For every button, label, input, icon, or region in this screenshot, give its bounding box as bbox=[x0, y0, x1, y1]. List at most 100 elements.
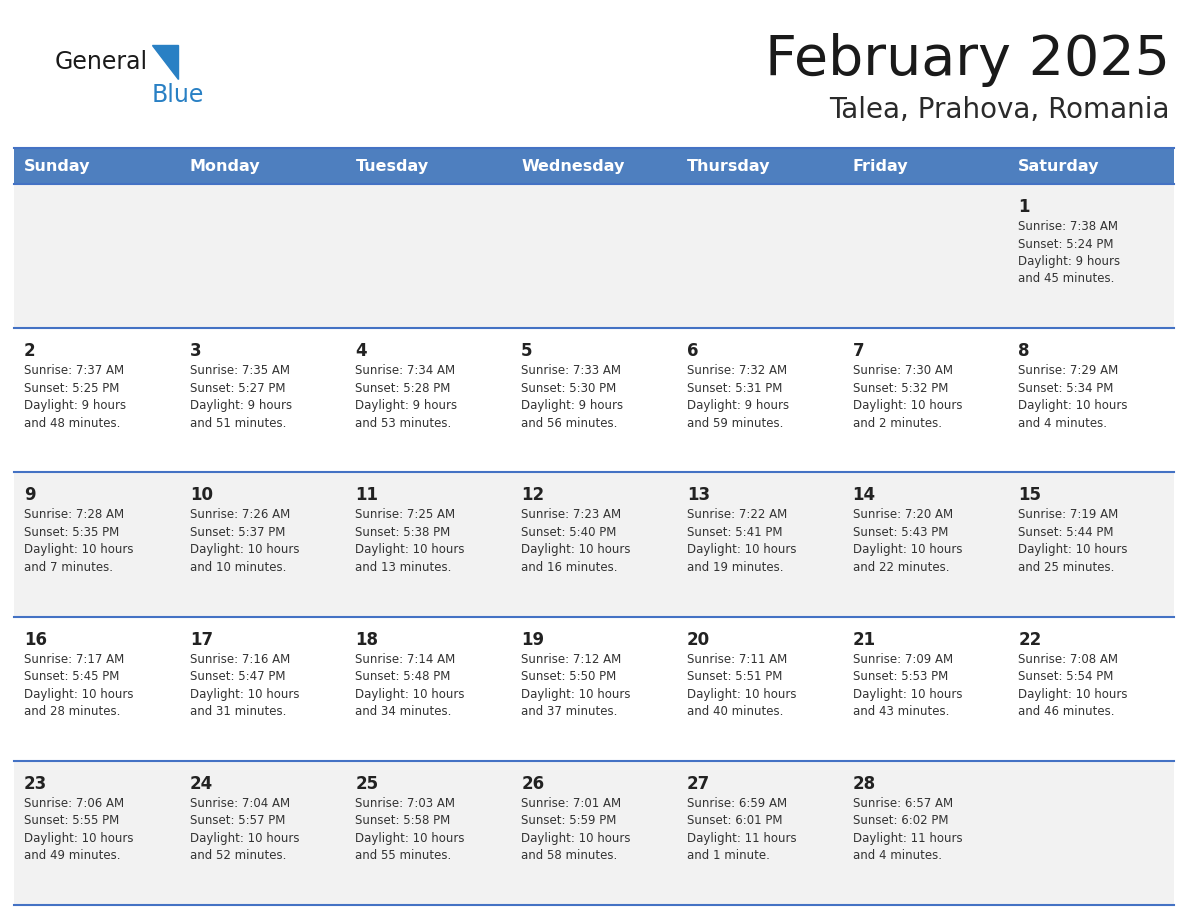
Text: 10: 10 bbox=[190, 487, 213, 504]
Text: 5: 5 bbox=[522, 342, 532, 360]
Text: Daylight: 10 hours: Daylight: 10 hours bbox=[355, 543, 465, 556]
Text: and 52 minutes.: and 52 minutes. bbox=[190, 849, 286, 862]
Text: Sunset: 5:24 PM: Sunset: 5:24 PM bbox=[1018, 238, 1114, 251]
Text: Sunrise: 6:57 AM: Sunrise: 6:57 AM bbox=[853, 797, 953, 810]
Text: Sunset: 5:59 PM: Sunset: 5:59 PM bbox=[522, 814, 617, 827]
Text: Sunset: 5:35 PM: Sunset: 5:35 PM bbox=[24, 526, 119, 539]
Text: Daylight: 11 hours: Daylight: 11 hours bbox=[687, 832, 796, 845]
Text: Sunset: 5:58 PM: Sunset: 5:58 PM bbox=[355, 814, 450, 827]
Bar bbox=[14, 473, 1174, 617]
Text: Thursday: Thursday bbox=[687, 159, 770, 174]
Text: Sunset: 5:37 PM: Sunset: 5:37 PM bbox=[190, 526, 285, 539]
Text: and 40 minutes.: and 40 minutes. bbox=[687, 705, 783, 718]
Text: Sunrise: 7:01 AM: Sunrise: 7:01 AM bbox=[522, 797, 621, 810]
Text: and 2 minutes.: and 2 minutes. bbox=[853, 417, 942, 430]
Text: 4: 4 bbox=[355, 342, 367, 360]
Text: Daylight: 10 hours: Daylight: 10 hours bbox=[522, 832, 631, 845]
Text: Daylight: 9 hours: Daylight: 9 hours bbox=[1018, 255, 1120, 268]
Text: 19: 19 bbox=[522, 631, 544, 649]
Text: and 25 minutes.: and 25 minutes. bbox=[1018, 561, 1114, 574]
Text: Sunset: 5:51 PM: Sunset: 5:51 PM bbox=[687, 670, 782, 683]
Text: 23: 23 bbox=[24, 775, 48, 793]
Text: Daylight: 11 hours: Daylight: 11 hours bbox=[853, 832, 962, 845]
Text: Sunset: 5:41 PM: Sunset: 5:41 PM bbox=[687, 526, 783, 539]
Text: 8: 8 bbox=[1018, 342, 1030, 360]
Text: and 1 minute.: and 1 minute. bbox=[687, 849, 770, 862]
Text: Daylight: 10 hours: Daylight: 10 hours bbox=[853, 688, 962, 700]
Text: Sunrise: 7:26 AM: Sunrise: 7:26 AM bbox=[190, 509, 290, 521]
Text: and 43 minutes.: and 43 minutes. bbox=[853, 705, 949, 718]
Text: 11: 11 bbox=[355, 487, 379, 504]
Text: and 53 minutes.: and 53 minutes. bbox=[355, 417, 451, 430]
Text: Wednesday: Wednesday bbox=[522, 159, 625, 174]
Text: Daylight: 10 hours: Daylight: 10 hours bbox=[355, 832, 465, 845]
Text: Sunrise: 7:34 AM: Sunrise: 7:34 AM bbox=[355, 364, 455, 377]
Text: Sunset: 5:40 PM: Sunset: 5:40 PM bbox=[522, 526, 617, 539]
Text: Daylight: 10 hours: Daylight: 10 hours bbox=[190, 832, 299, 845]
Text: and 55 minutes.: and 55 minutes. bbox=[355, 849, 451, 862]
Text: Sunrise: 7:37 AM: Sunrise: 7:37 AM bbox=[24, 364, 124, 377]
Text: Sunrise: 7:33 AM: Sunrise: 7:33 AM bbox=[522, 364, 621, 377]
Text: Sunrise: 7:28 AM: Sunrise: 7:28 AM bbox=[24, 509, 124, 521]
Text: and 19 minutes.: and 19 minutes. bbox=[687, 561, 783, 574]
Text: 6: 6 bbox=[687, 342, 699, 360]
Text: and 7 minutes.: and 7 minutes. bbox=[24, 561, 113, 574]
Text: Sunrise: 7:19 AM: Sunrise: 7:19 AM bbox=[1018, 509, 1119, 521]
Text: Daylight: 10 hours: Daylight: 10 hours bbox=[355, 688, 465, 700]
Text: 27: 27 bbox=[687, 775, 710, 793]
Bar bbox=[14, 148, 1174, 184]
Text: Tuesday: Tuesday bbox=[355, 159, 429, 174]
Text: Blue: Blue bbox=[152, 83, 204, 107]
Text: Sunset: 5:50 PM: Sunset: 5:50 PM bbox=[522, 670, 617, 683]
Text: Daylight: 10 hours: Daylight: 10 hours bbox=[687, 543, 796, 556]
Text: Sunrise: 7:03 AM: Sunrise: 7:03 AM bbox=[355, 797, 455, 810]
Text: Sunrise: 7:08 AM: Sunrise: 7:08 AM bbox=[1018, 653, 1118, 666]
Text: 21: 21 bbox=[853, 631, 876, 649]
Bar bbox=[14, 184, 1174, 329]
Text: 28: 28 bbox=[853, 775, 876, 793]
Text: Daylight: 10 hours: Daylight: 10 hours bbox=[24, 832, 133, 845]
Text: Sunrise: 7:23 AM: Sunrise: 7:23 AM bbox=[522, 509, 621, 521]
Text: Sunset: 5:28 PM: Sunset: 5:28 PM bbox=[355, 382, 450, 395]
Text: Daylight: 9 hours: Daylight: 9 hours bbox=[355, 399, 457, 412]
Text: and 34 minutes.: and 34 minutes. bbox=[355, 705, 451, 718]
Text: Daylight: 10 hours: Daylight: 10 hours bbox=[1018, 543, 1127, 556]
Text: Daylight: 9 hours: Daylight: 9 hours bbox=[687, 399, 789, 412]
Text: 12: 12 bbox=[522, 487, 544, 504]
Text: and 46 minutes.: and 46 minutes. bbox=[1018, 705, 1114, 718]
Text: Daylight: 10 hours: Daylight: 10 hours bbox=[190, 543, 299, 556]
Text: Sunset: 5:27 PM: Sunset: 5:27 PM bbox=[190, 382, 285, 395]
Text: Daylight: 10 hours: Daylight: 10 hours bbox=[853, 543, 962, 556]
Text: Sunrise: 7:16 AM: Sunrise: 7:16 AM bbox=[190, 653, 290, 666]
Text: Sunrise: 7:04 AM: Sunrise: 7:04 AM bbox=[190, 797, 290, 810]
Text: and 48 minutes.: and 48 minutes. bbox=[24, 417, 120, 430]
Bar bbox=[14, 761, 1174, 905]
Text: Sunrise: 7:20 AM: Sunrise: 7:20 AM bbox=[853, 509, 953, 521]
Text: General: General bbox=[55, 50, 148, 74]
Text: 24: 24 bbox=[190, 775, 213, 793]
Text: Saturday: Saturday bbox=[1018, 159, 1100, 174]
Text: 16: 16 bbox=[24, 631, 48, 649]
Text: Sunset: 6:01 PM: Sunset: 6:01 PM bbox=[687, 814, 783, 827]
Text: 22: 22 bbox=[1018, 631, 1042, 649]
Text: Talea, Prahova, Romania: Talea, Prahova, Romania bbox=[829, 96, 1170, 124]
Text: and 4 minutes.: and 4 minutes. bbox=[853, 849, 942, 862]
Text: and 59 minutes.: and 59 minutes. bbox=[687, 417, 783, 430]
Text: Daylight: 10 hours: Daylight: 10 hours bbox=[1018, 688, 1127, 700]
Text: Sunset: 5:54 PM: Sunset: 5:54 PM bbox=[1018, 670, 1113, 683]
Text: Sunrise: 7:14 AM: Sunrise: 7:14 AM bbox=[355, 653, 456, 666]
Text: 9: 9 bbox=[24, 487, 36, 504]
Text: and 45 minutes.: and 45 minutes. bbox=[1018, 273, 1114, 285]
Bar bbox=[14, 617, 1174, 761]
Text: Sunset: 5:30 PM: Sunset: 5:30 PM bbox=[522, 382, 617, 395]
Text: Daylight: 9 hours: Daylight: 9 hours bbox=[24, 399, 126, 412]
Text: 7: 7 bbox=[853, 342, 864, 360]
Text: and 56 minutes.: and 56 minutes. bbox=[522, 417, 618, 430]
Text: Sunset: 5:25 PM: Sunset: 5:25 PM bbox=[24, 382, 119, 395]
Text: 14: 14 bbox=[853, 487, 876, 504]
Text: Daylight: 10 hours: Daylight: 10 hours bbox=[522, 543, 631, 556]
Text: Sunrise: 7:38 AM: Sunrise: 7:38 AM bbox=[1018, 220, 1118, 233]
Text: 1: 1 bbox=[1018, 198, 1030, 216]
Text: 2: 2 bbox=[24, 342, 36, 360]
Bar bbox=[14, 329, 1174, 473]
